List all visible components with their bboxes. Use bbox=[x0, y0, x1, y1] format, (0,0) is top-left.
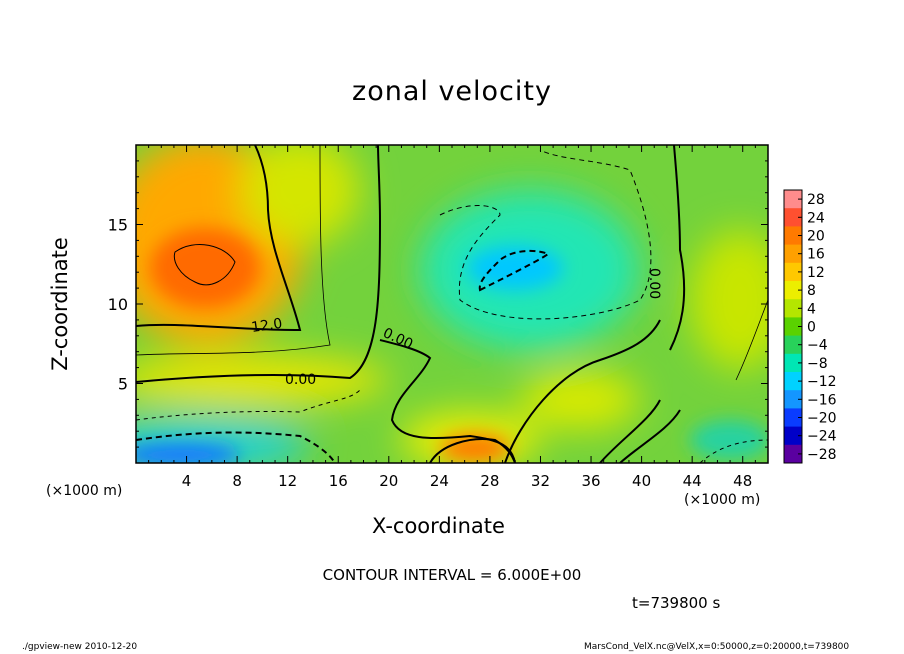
x-tick-label: 44 bbox=[683, 472, 702, 490]
y-tick-label: 5 bbox=[118, 375, 128, 394]
colorbar-swatch bbox=[784, 244, 802, 264]
colorbar: 28 24 20 16 12 8 4 0 −4 −8 −12 −16 −20 −24 −28 bbox=[783, 189, 837, 464]
x-tick-label: 36 bbox=[581, 472, 600, 490]
y-tick-label: 10 bbox=[108, 295, 128, 314]
colorbar-label: −4 bbox=[807, 338, 828, 354]
colorbar-label: −28 bbox=[807, 447, 837, 463]
colorbar-swatch bbox=[784, 444, 802, 464]
colorbar-label: 28 bbox=[807, 192, 825, 208]
x-tick-label: 20 bbox=[379, 472, 398, 490]
footer-left: ./gpview-new 2010-12-20 bbox=[22, 642, 138, 652]
colorbar-swatch bbox=[784, 281, 802, 300]
colorbar-swatch bbox=[784, 190, 802, 209]
x-tick-label: 4 bbox=[182, 472, 192, 490]
colorbar-swatch bbox=[784, 317, 802, 337]
colorbar-swatch bbox=[784, 226, 802, 246]
colorbar-label: −24 bbox=[807, 429, 837, 445]
colorbar-swatch bbox=[784, 208, 802, 227]
contour-label: 0.00 bbox=[646, 268, 662, 299]
colorbar-swatch bbox=[784, 335, 802, 355]
x-tick-label: 16 bbox=[329, 472, 348, 490]
colorbar-label: 24 bbox=[807, 210, 825, 226]
colorbar-swatch bbox=[784, 262, 802, 282]
x-tick-label: 40 bbox=[632, 472, 651, 490]
y-tick-label: 15 bbox=[108, 216, 128, 235]
x-axis-label: X-coordinate bbox=[372, 514, 505, 538]
x-axis: 4 8 12 16 20 24 28 32 36 40 44 48 bbox=[148, 145, 756, 490]
x-tick-label: 12 bbox=[278, 472, 297, 490]
contour-label: 0.00 bbox=[285, 372, 316, 388]
contour-labels: 12.0 0.00 0.00 0.00 bbox=[250, 268, 662, 388]
colorbar-label: 0 bbox=[807, 320, 816, 336]
colorbar-label: 12 bbox=[807, 265, 825, 281]
colorbar-label: −20 bbox=[807, 411, 837, 427]
y-axis: 5 10 15 bbox=[108, 160, 768, 448]
y-axis-label: Z-coordinate bbox=[48, 237, 72, 371]
colorbar-swatch bbox=[784, 426, 802, 446]
colorbar-swatch bbox=[784, 353, 802, 373]
colorbar-swatch bbox=[784, 390, 802, 409]
y-axis-unit: (×1000 m) bbox=[46, 483, 123, 499]
colorbar-swatch bbox=[784, 372, 802, 391]
contour-lines bbox=[136, 145, 768, 463]
x-tick-label: 28 bbox=[480, 472, 499, 490]
chart-title: zonal velocity bbox=[352, 76, 552, 107]
contour-interval-note: CONTOUR INTERVAL = 6.000E+00 bbox=[322, 566, 582, 584]
time-stamp: t=739800 s bbox=[632, 594, 721, 612]
footer-right: MarsCond_VelX.nc@VelX,x=0:50000,z=0:2000… bbox=[584, 642, 850, 652]
colorbar-label: −12 bbox=[807, 374, 837, 390]
colorbar-swatch bbox=[784, 408, 802, 428]
colorbar-swatch bbox=[784, 299, 802, 318]
colorbar-label: −8 bbox=[807, 356, 828, 372]
x-tick-label: 24 bbox=[430, 472, 449, 490]
colorbar-label: 8 bbox=[807, 283, 816, 299]
colorbar-label: −16 bbox=[807, 392, 837, 408]
x-axis-unit: (×1000 m) bbox=[684, 492, 761, 508]
heatmap-field bbox=[136, 145, 768, 463]
colorbar-label: 16 bbox=[807, 247, 825, 263]
x-tick-label: 8 bbox=[232, 472, 242, 490]
contour-label: 12.0 bbox=[250, 316, 283, 336]
colorbar-label: 4 bbox=[807, 301, 816, 317]
colorbar-label: 20 bbox=[807, 229, 825, 245]
x-tick-label: 32 bbox=[531, 472, 550, 490]
x-tick-label: 48 bbox=[733, 472, 752, 490]
